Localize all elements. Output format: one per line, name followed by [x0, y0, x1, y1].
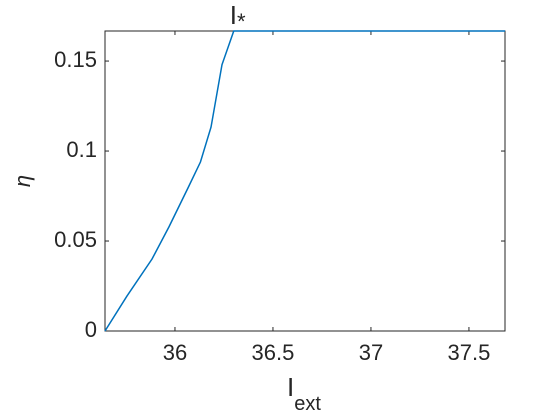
annotation-sub: * [237, 9, 246, 34]
x-tick-label: 36.5 [252, 340, 295, 365]
x-axis-label-main: I [287, 372, 294, 402]
y-tick-label: 0.1 [66, 137, 97, 162]
series-line [104, 30, 505, 332]
annotation: I* [230, 0, 246, 34]
y-tick-label: 0.05 [54, 227, 97, 252]
annotation-main: I [230, 0, 237, 30]
x-axis-label-sub: ext [294, 393, 321, 415]
x-axis-label: Iext [287, 372, 321, 415]
axes-box [104, 30, 506, 332]
y-axis-label: η [10, 175, 35, 187]
x-tick-label: 36 [163, 340, 187, 365]
y-tick-label: 0 [85, 317, 97, 342]
y-tick-label: 0.15 [54, 47, 97, 72]
x-tick-label: 37 [359, 340, 383, 365]
x-tick-label: 37.5 [448, 340, 491, 365]
